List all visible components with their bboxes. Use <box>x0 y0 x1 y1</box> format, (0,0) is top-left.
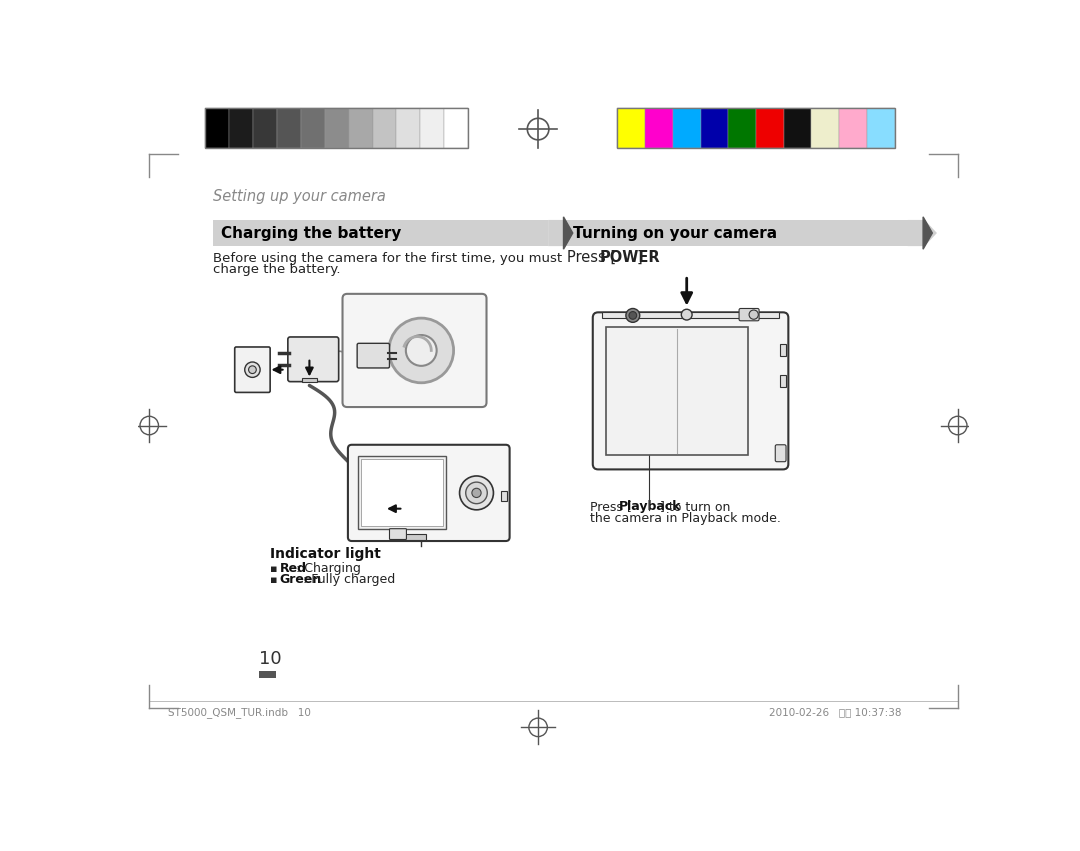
Bar <box>444 108 468 148</box>
Circle shape <box>245 362 260 377</box>
Bar <box>278 108 301 148</box>
Bar <box>396 108 420 148</box>
Bar <box>404 534 426 540</box>
FancyBboxPatch shape <box>775 445 786 462</box>
Text: ].: ]. <box>636 249 647 265</box>
Bar <box>618 108 894 148</box>
FancyBboxPatch shape <box>348 445 510 541</box>
Bar <box>784 108 811 148</box>
Bar <box>780 344 786 357</box>
Circle shape <box>681 309 692 320</box>
Text: Turning on your camera: Turning on your camera <box>572 226 777 242</box>
Bar <box>370 505 387 512</box>
Polygon shape <box>923 217 932 249</box>
Bar <box>501 491 508 500</box>
Bar <box>618 108 645 148</box>
Bar <box>205 108 229 148</box>
FancyBboxPatch shape <box>390 528 406 540</box>
Bar <box>420 108 444 148</box>
FancyBboxPatch shape <box>739 308 759 321</box>
Bar <box>259 671 276 678</box>
Bar <box>325 108 349 148</box>
Text: Press [: Press [ <box>567 249 617 265</box>
Text: Playback: Playback <box>619 500 681 513</box>
FancyBboxPatch shape <box>342 294 486 407</box>
Polygon shape <box>564 217 572 249</box>
Bar <box>839 108 867 148</box>
Text: Before using the camera for the first time, you must: Before using the camera for the first ti… <box>213 252 563 265</box>
Text: 10: 10 <box>259 650 282 668</box>
Polygon shape <box>549 220 578 246</box>
Bar <box>867 108 894 148</box>
Bar <box>361 460 444 527</box>
Bar <box>701 108 728 148</box>
Circle shape <box>406 335 436 366</box>
Circle shape <box>629 311 637 319</box>
Circle shape <box>460 476 494 510</box>
Bar <box>301 108 325 148</box>
FancyBboxPatch shape <box>234 347 270 392</box>
Text: Charging the battery: Charging the battery <box>220 226 402 242</box>
Bar <box>253 108 278 148</box>
Circle shape <box>750 310 758 319</box>
Bar <box>780 374 786 387</box>
Text: ▪: ▪ <box>270 575 278 585</box>
Text: Press [: Press [ <box>591 500 632 513</box>
Circle shape <box>472 488 481 498</box>
Text: Setting up your camera: Setting up your camera <box>213 189 386 203</box>
Text: charge the battery.: charge the battery. <box>213 263 340 276</box>
Bar <box>645 108 673 148</box>
Bar <box>673 108 701 148</box>
Text: POWER: POWER <box>599 249 660 265</box>
Text: ST5000_QSM_TUR.indb   10: ST5000_QSM_TUR.indb 10 <box>168 707 311 718</box>
Text: ▪: ▪ <box>270 564 278 574</box>
Bar <box>756 108 784 148</box>
Circle shape <box>465 483 487 504</box>
Circle shape <box>389 318 454 383</box>
Polygon shape <box>907 220 937 246</box>
Text: : Charging: : Charging <box>296 562 361 574</box>
Circle shape <box>626 308 639 323</box>
Bar <box>301 378 318 382</box>
Bar <box>565 220 907 246</box>
Text: the camera in Playback mode.: the camera in Playback mode. <box>591 511 781 525</box>
FancyBboxPatch shape <box>288 337 339 381</box>
Bar <box>811 108 839 148</box>
Bar <box>606 327 748 454</box>
Bar <box>728 108 756 148</box>
FancyBboxPatch shape <box>593 312 788 470</box>
Bar <box>602 312 779 318</box>
Text: : Fully charged: : Fully charged <box>303 574 395 586</box>
Bar <box>357 456 446 529</box>
Text: Green: Green <box>280 574 322 586</box>
Bar <box>349 108 373 148</box>
FancyBboxPatch shape <box>357 343 390 368</box>
Bar <box>205 108 468 148</box>
Text: 2010-02-26   오전 10:37:38: 2010-02-26 오전 10:37:38 <box>769 707 902 717</box>
Bar <box>373 108 396 148</box>
Text: Indicator light: Indicator light <box>270 547 381 561</box>
Bar <box>213 220 549 246</box>
Bar <box>229 108 253 148</box>
Circle shape <box>248 366 256 374</box>
Text: Red: Red <box>280 562 307 574</box>
Text: ] to turn on: ] to turn on <box>660 500 730 513</box>
